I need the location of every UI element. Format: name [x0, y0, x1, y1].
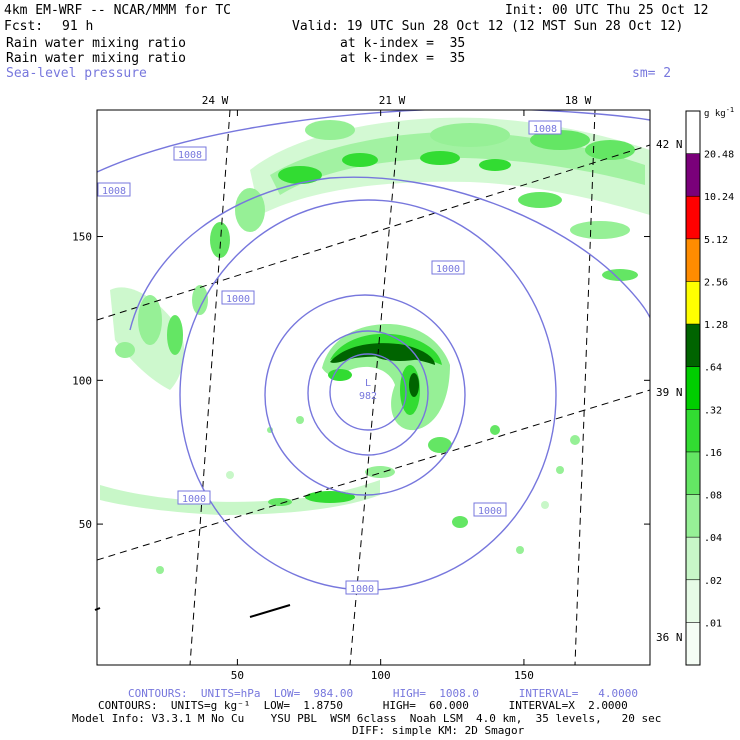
colorbar-label: 1.28 [704, 320, 728, 331]
contour-label-text: 1008 [102, 186, 126, 197]
y-tick-label: 50 [79, 518, 92, 531]
colorbar-swatch [686, 622, 700, 665]
colorbar-swatch [686, 366, 700, 410]
colorbar-swatch [686, 537, 700, 580]
colorbar-swatch [686, 196, 700, 239]
contour-label-box [431, 260, 465, 275]
colorbar-swatch [686, 494, 700, 538]
colorbar-label: 2.56 [704, 277, 728, 288]
footer-contours-rain: CONTOURS: UNITS=g kg⁻¹ LOW= 1.8750 HIGH=… [98, 699, 628, 712]
contour-label-box [345, 580, 379, 595]
forecast-label: Fcst: [4, 19, 44, 34]
colorbar-units: g kg-1 [704, 106, 734, 119]
colorbar-swatch [686, 281, 700, 325]
colorbar-label: .08 [704, 491, 722, 502]
low-center-value: 982 [359, 391, 377, 402]
map-plot: L 982 1008 1008 1008 1000 1000 1000 1000 1000 5… [72, 94, 734, 682]
contour-label-box [473, 502, 507, 517]
x-tick-label: 150 [514, 669, 534, 682]
contour-label-box [221, 290, 255, 305]
y-tick-label: 150 [72, 231, 92, 244]
longitude-label: 18 W [565, 94, 592, 107]
geo-labels: 24 W 21 W 18 W 42 N 39 N 36 N [202, 94, 683, 644]
contour-label-box [177, 490, 211, 505]
latitude-label: 39 N [656, 386, 683, 399]
contour-label: 1000 [345, 580, 379, 595]
colorbar-frame [685, 110, 701, 666]
contour-label: 1000 [221, 290, 255, 305]
x-tick-label: 50 [231, 669, 244, 682]
colorbar-swatch [686, 153, 700, 197]
field-2-name: Rain water mixing ratio [6, 51, 187, 66]
colorbar-label: .64 [704, 363, 722, 374]
colorbar-label: .01 [704, 618, 722, 629]
footer-model-info-2: DIFF: simple KM: 2D Smagor [352, 724, 525, 737]
longitude-label: 21 W [379, 94, 406, 107]
valid-time: Valid: 19 UTC Sun 28 Oct 12 (12 MST Sun … [292, 19, 684, 34]
colorbar-label: 10.24 [704, 192, 734, 203]
colorbar-units-exponent: -1 [726, 106, 734, 114]
contour-label-text: 1000 [226, 294, 250, 305]
contour-label: 1008 [173, 146, 207, 161]
latitude-label: 36 N [656, 631, 683, 644]
x-tick-label: 100 [371, 669, 391, 682]
colorbar-label: .32 [704, 405, 722, 416]
forecast-hour: 91 h [62, 19, 94, 34]
axis-ticks: 50 100 150 50 100 150 [72, 110, 650, 682]
map-mark-edge [94, 607, 101, 611]
init-time: Init: 00 UTC Thu 25 Oct 12 [505, 3, 709, 18]
colorbar-swatch [686, 409, 700, 452]
colorbar-label: .04 [704, 533, 722, 544]
contour-label-text: 1000 [182, 494, 206, 505]
contour-label: 1000 [177, 490, 211, 505]
contour-label: 1000 [473, 502, 507, 517]
contour-label-text: 1008 [533, 124, 557, 135]
colorbar-swatch [686, 238, 700, 282]
low-center-marker: L [365, 378, 371, 389]
smoothing-label: sm= 2 [632, 66, 672, 81]
contour-label-text: 1008 [178, 150, 202, 161]
contour-label-text: 1000 [436, 264, 460, 275]
lat-lon-grid [97, 110, 650, 665]
plot-frame [96, 109, 651, 666]
colorbar-swatch [686, 451, 700, 495]
footer-model-info: Model Info: V3.3.1 M No Cu YSU PBL WSM 6… [72, 712, 662, 725]
contour-label: 1000 [431, 260, 465, 275]
y-tick-label: 100 [72, 374, 92, 387]
longitude-label: 24 W [202, 94, 229, 107]
colorbar-swatch [686, 579, 700, 623]
contour-label-text: 1000 [350, 584, 374, 595]
model-title: 4km EM-WRF -- NCAR/MMM for TC [4, 3, 231, 18]
field-1-level: at k-index = 35 [340, 36, 466, 51]
colorbar-label: 5.12 [704, 235, 728, 246]
colorbar: 20.48 10.24 5.12 2.56 1.28 .64 .32 .16 .08 .04 .02… [685, 106, 734, 666]
footer-contours-pressure: CONTOURS: UNITS=hPa LOW= 984.00 HIGH= 10… [128, 687, 638, 700]
map-mark [249, 604, 291, 618]
colorbar-swatch [686, 324, 700, 367]
field-1-name: Rain water mixing ratio [6, 36, 187, 51]
contour-label-box [97, 182, 131, 197]
colorbar-label: 20.48 [704, 150, 734, 161]
colorbar-label: .16 [704, 448, 722, 459]
field-2-level: at k-index = 35 [340, 51, 466, 66]
contour-label-box [528, 120, 562, 135]
contour-label-text: 1000 [478, 506, 502, 517]
latitude-label: 42 N [656, 138, 683, 151]
colorbar-units-base: g kg [704, 109, 726, 119]
contour-label-box [173, 146, 207, 161]
contour-label: 1008 [97, 182, 131, 197]
colorbar-swatch [686, 111, 700, 154]
contour-label: 1008 [528, 120, 562, 135]
contour-labels: 1008 1008 1008 1000 1000 1000 1000 1000 [97, 120, 562, 595]
colorbar-label: .02 [704, 576, 722, 587]
field-3-name: Sea-level pressure [6, 66, 147, 81]
